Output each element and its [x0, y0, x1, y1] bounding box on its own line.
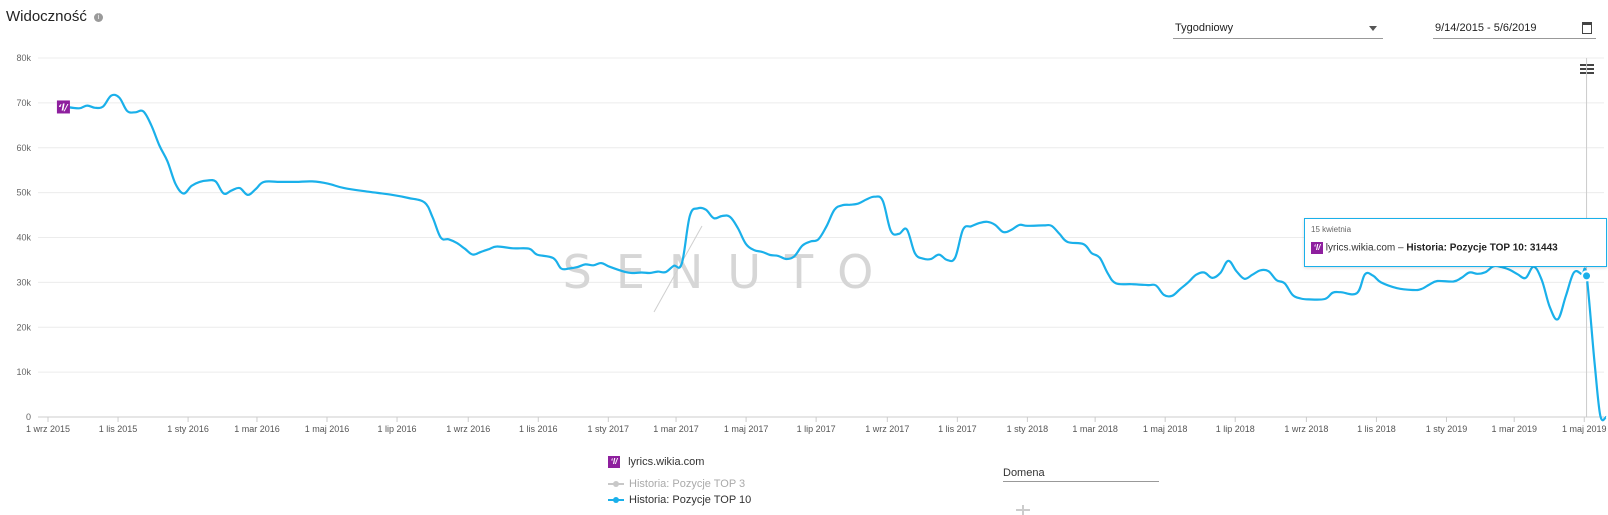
tooltip-domain: lyrics.wikia.com [1325, 242, 1396, 254]
y-tick-label: 40k [16, 233, 31, 243]
y-tick-label: 60k [16, 143, 31, 153]
x-tick-label: 1 sty 2016 [167, 424, 209, 434]
info-icon[interactable]: i [94, 12, 104, 22]
x-tick-label: 1 lip 2017 [797, 424, 836, 434]
page-title: Widoczność i [6, 8, 104, 25]
x-tick-label: 1 lip 2018 [1216, 424, 1255, 434]
legend-domain-label: lyrics.wikia.com [628, 456, 705, 468]
calendar-icon[interactable] [1582, 22, 1592, 34]
x-tick-label: 1 lis 2017 [938, 424, 977, 434]
watermark: SENUTO [563, 245, 898, 299]
x-tick-label: 1 wrz 2015 [26, 424, 70, 434]
date-range-input[interactable]: 9/14/2015 - 5/6/2019 [1433, 18, 1596, 39]
site-favicon-icon: ʻl/ [608, 456, 620, 469]
page-title-text: Widoczność [6, 8, 87, 25]
x-tick-label: 1 maj 2019 [1562, 424, 1607, 434]
x-tick-label: 1 lip 2016 [378, 424, 417, 434]
y-axis: 0 10k 20k 30k 40k 50k 60k 70k 80k [16, 53, 31, 422]
y-tick-label: 50k [16, 188, 31, 198]
x-tick-label: 1 lis 2015 [99, 424, 138, 434]
y-tick-label: 30k [16, 277, 31, 287]
legend-swatch-top10 [608, 497, 624, 504]
flag-icon-glyph: ʻl/ [58, 103, 69, 113]
x-tick-label: 1 mar 2018 [1072, 424, 1118, 434]
x-axis: 1 wrz 2015 1 lis 2015 1 sty 2016 1 mar 2016… [26, 417, 1607, 434]
y-tick-label: 70k [16, 98, 31, 108]
y-tick-label: 20k [16, 322, 31, 332]
tooltip-date: 15 kwietnia [1311, 225, 1352, 234]
x-tick-label: 1 mar 2016 [234, 424, 280, 434]
hovered-data-point [1581, 270, 1593, 282]
chart-legend: ʻl/ lyrics.wikia.com Historia: Pozycje T… [608, 454, 751, 508]
site-favicon-icon: ʻl/ [1311, 242, 1323, 254]
x-tick-label: 1 lis 2018 [1357, 424, 1396, 434]
x-tick-label: 1 mar 2017 [653, 424, 699, 434]
series-line-top10 [62, 93, 1608, 422]
legend-domain: ʻl/ lyrics.wikia.com [608, 454, 751, 470]
tooltip-value: Historia: Pozycje TOP 10: 31443 [1406, 242, 1558, 254]
x-tick-label: 1 sty 2017 [588, 424, 630, 434]
legend-item-label: Historia: Pozycje TOP 3 [629, 478, 746, 490]
series-flag: ʻl/ [56, 100, 70, 114]
flag-icon [56, 100, 70, 114]
interval-select-value: Tygodniowy [1175, 22, 1234, 34]
x-tick-label: 1 maj 2016 [305, 424, 350, 434]
x-tick-label: 1 lis 2016 [519, 424, 558, 434]
interval-select[interactable]: Tygodniowy [1173, 18, 1383, 39]
y-tick-label: 80k [16, 53, 31, 63]
x-tick-label: 1 sty 2019 [1426, 424, 1468, 434]
legend-swatch-top3 [608, 481, 624, 488]
x-tick-label: 1 wrz 2017 [865, 424, 909, 434]
chevron-down-icon[interactable] [1369, 26, 1377, 31]
legend-item-top3[interactable]: Historia: Pozycje TOP 3 [608, 476, 751, 492]
x-tick-label: 1 maj 2018 [1143, 424, 1188, 434]
domain-field-label: Domena [1003, 467, 1045, 479]
x-tick-label: 1 sty 2018 [1007, 424, 1049, 434]
domain-field[interactable]: Domena [1003, 467, 1159, 482]
plus-icon[interactable] [1016, 505, 1030, 515]
legend-item-top10[interactable]: Historia: Pozycje TOP 10 [608, 492, 751, 508]
watermark-slash [653, 225, 703, 313]
date-range-value: 9/14/2015 - 5/6/2019 [1435, 22, 1537, 34]
tooltip-separator: – [1398, 242, 1404, 254]
x-tick-label: 1 mar 2019 [1491, 424, 1537, 434]
legend-item-label: Historia: Pozycje TOP 10 [629, 494, 752, 506]
x-tick-label: 1 maj 2017 [724, 424, 769, 434]
chart-tooltip: 15 kwietnia ʻl/ lyrics.wikia.com – Histo… [1304, 218, 1607, 267]
x-tick-label: 1 wrz 2016 [446, 424, 490, 434]
y-tick-label: 10k [16, 367, 31, 377]
tooltip-line: ʻl/ lyrics.wikia.com – Historia: Pozycje… [1311, 242, 1558, 254]
x-tick-label: 1 wrz 2018 [1284, 424, 1328, 434]
y-tick-label: 0 [26, 412, 31, 422]
